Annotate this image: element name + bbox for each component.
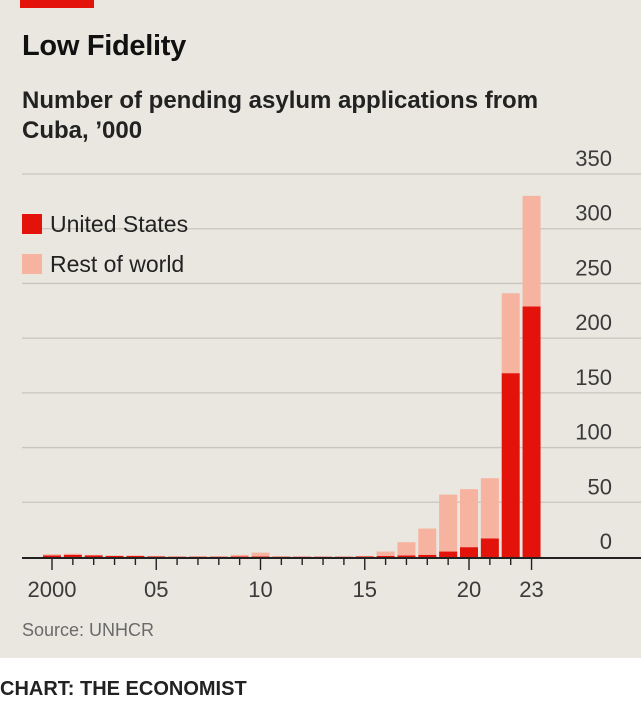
bar-rest-of-world-2006 (168, 556, 187, 557)
bar-united-states-2002 (84, 555, 103, 557)
y-tick-label-50: 50 (588, 474, 612, 499)
bar-united-states-2009 (230, 556, 249, 557)
bar-rest-of-world-2015 (355, 555, 374, 557)
x-tick-label-2015: 15 (353, 577, 377, 602)
bar-united-states-2018 (418, 554, 437, 557)
source-note: Source: UNHCR (22, 620, 154, 640)
legend-swatch-united-states (22, 214, 42, 234)
x-tick-label-2005: 05 (144, 577, 168, 602)
bar-united-states-2001 (63, 554, 82, 557)
bar-rest-of-world-2023 (522, 195, 541, 307)
chart-subtitle: Number of pending asylum applications fr… (22, 87, 539, 144)
x-tick-label-2010: 10 (248, 577, 272, 602)
x-tick-label-2023: 23 (519, 577, 543, 602)
y-tick-label-0: 0 (600, 529, 612, 554)
stacked-bar-chart: 0 50 100 150 200 250 300 350 2000 05 10 15 20 23 Uni… (22, 146, 641, 640)
bar-rest-of-world-2017 (397, 542, 416, 556)
legend-swatch-rest-of-world (22, 254, 42, 274)
y-tick-label-300: 300 (575, 201, 612, 226)
bar-rest-of-world-2018 (418, 528, 437, 555)
brand-tab (20, 0, 94, 8)
legend-label-united-states: United States (50, 211, 188, 237)
y-tick-label-200: 200 (575, 310, 612, 335)
bar-united-states-2021 (480, 538, 499, 557)
bar-rest-of-world-2002 (84, 554, 103, 556)
bar-rest-of-world-2005 (147, 555, 166, 557)
bar-rest-of-world-2022 (501, 293, 520, 374)
bar-united-states-2010 (251, 556, 270, 557)
bar-rest-of-world-2008 (209, 556, 228, 557)
y-tick-label-350: 350 (575, 146, 612, 171)
bar-rest-of-world-2019 (439, 494, 458, 552)
legend-label-rest-of-world: Rest of world (50, 251, 184, 277)
bar-rest-of-world-2021 (480, 478, 499, 539)
bar-rest-of-world-2011 (272, 556, 291, 557)
bars (43, 195, 541, 557)
bar-united-states-2005 (147, 556, 166, 557)
bar-rest-of-world-2020 (460, 489, 478, 548)
bar-rest-of-world-2007 (188, 556, 207, 557)
legend: United States Rest of world (22, 211, 188, 277)
y-tick-label-100: 100 (575, 420, 612, 445)
x-tick-label-2000: 2000 (28, 577, 77, 602)
bar-rest-of-world-2000 (43, 554, 61, 556)
bar-rest-of-world-2001 (63, 553, 82, 555)
bar-rest-of-world-2004 (126, 555, 145, 556)
chart-title: Low Fidelity (22, 30, 186, 62)
chart-credit: CHART: THE ECONOMIST (0, 678, 247, 700)
bar-rest-of-world-2016 (376, 551, 395, 556)
y-axis-labels: 0 50 100 150 200 250 300 350 (575, 146, 612, 554)
bar-united-states-2023 (522, 306, 541, 557)
bar-united-states-2017 (397, 555, 416, 557)
y-tick-label-150: 150 (575, 365, 612, 390)
bar-rest-of-world-2010 (251, 552, 270, 557)
bar-united-states-2015 (355, 556, 374, 557)
bar-united-states-2003 (105, 555, 124, 557)
bar-united-states-2019 (439, 551, 458, 557)
bar-united-states-2016 (376, 555, 395, 557)
bar-united-states-2000 (43, 555, 61, 557)
bar-united-states-2004 (126, 555, 145, 557)
bar-rest-of-world-2009 (230, 554, 249, 557)
y-tick-label-250: 250 (575, 255, 612, 280)
x-tick-label-2020: 20 (457, 577, 481, 602)
x-axis: 2000 05 10 15 20 23 (22, 557, 641, 602)
bar-rest-of-world-2003 (105, 555, 124, 556)
bar-united-states-2022 (501, 373, 520, 557)
bar-united-states-2020 (460, 547, 478, 557)
